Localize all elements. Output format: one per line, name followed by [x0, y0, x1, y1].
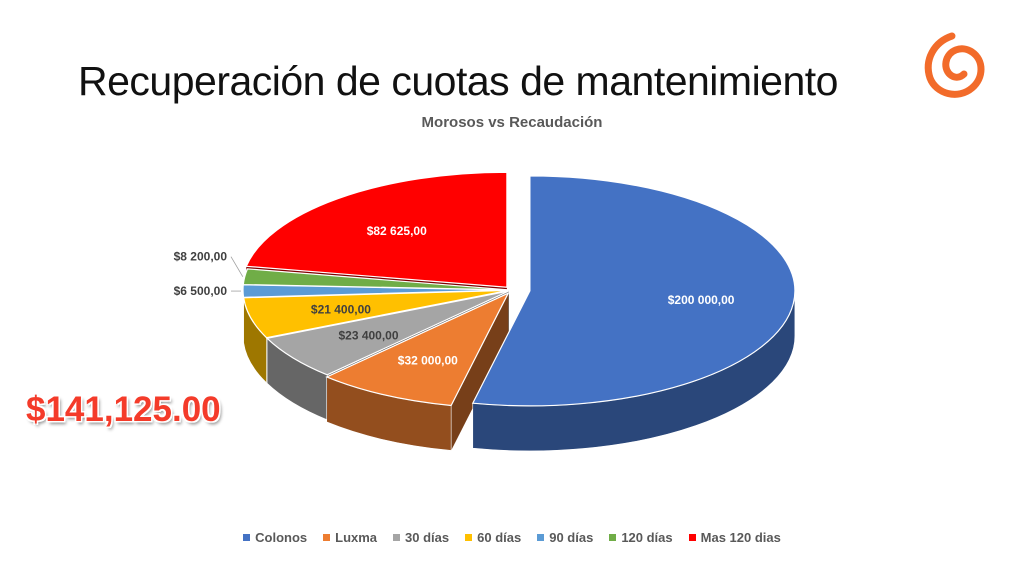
data-label-5: $8 200,00 [174, 250, 228, 264]
legend-swatch [609, 534, 617, 541]
legend-item-luxma: Luxma [323, 530, 377, 545]
pie-slice-120-días [242, 268, 509, 291]
leader-line-5 [230, 256, 244, 277]
legend-swatch [465, 534, 473, 541]
data-label-6: $82 625,00 [367, 224, 427, 238]
legend-item-30-días: 30 días [393, 530, 449, 545]
legend-item-colonos: Colonos [243, 530, 307, 545]
data-label-1: $32 000,00 [398, 353, 458, 367]
pie-slice-mas-120-dias [245, 171, 508, 288]
legend-swatch [323, 534, 331, 541]
pie-face-1-0 [451, 293, 509, 451]
legend-item-120-días: 120 días [609, 530, 673, 545]
slide-title: Recuperación de cuotas de mantenimiento [78, 58, 838, 104]
legend-label: Colonos [255, 530, 308, 545]
data-label-4: $6 500,00 [174, 284, 228, 298]
total-amount: $141,125.00 [26, 390, 221, 429]
legend-label: 60 días [477, 530, 522, 545]
legend-swatch [243, 534, 251, 541]
legend-item-90-días: 90 días [537, 530, 593, 545]
chart-legend: Colonos Luxma 30 días 60 días 90 días 120 día… [0, 530, 1024, 545]
data-label-2: $23 400,00 [338, 328, 398, 342]
chart-title: Morosos vs Recaudación [421, 114, 603, 131]
legend-item-60-días: 60 días [465, 530, 521, 545]
pie-tops [242, 171, 796, 407]
orange-swirl-logo-icon [924, 32, 985, 98]
legend-swatch [393, 534, 401, 541]
legend-swatch [537, 534, 545, 541]
legend-label: 90 días [549, 530, 594, 545]
legend-label: 30 días [405, 530, 450, 545]
pie-slice-colonos [471, 175, 796, 407]
legend-label: Luxma [335, 530, 378, 545]
data-label-3: $21 400,00 [311, 302, 371, 316]
pie-slice-luxma [325, 291, 510, 407]
pie-labels: $200 000,00 $32 000,00$23 400,00 $21 400,0… [174, 224, 735, 368]
pie-slice-30-días [265, 290, 509, 376]
legend-label: Mas 120 dias [700, 530, 781, 545]
legend-label: 120 días [621, 530, 673, 545]
legend-item-mas-120-dias: Mas 120 dias [688, 530, 781, 545]
data-label-0: $200 000,00 [668, 293, 735, 307]
legend-swatch [688, 534, 696, 541]
